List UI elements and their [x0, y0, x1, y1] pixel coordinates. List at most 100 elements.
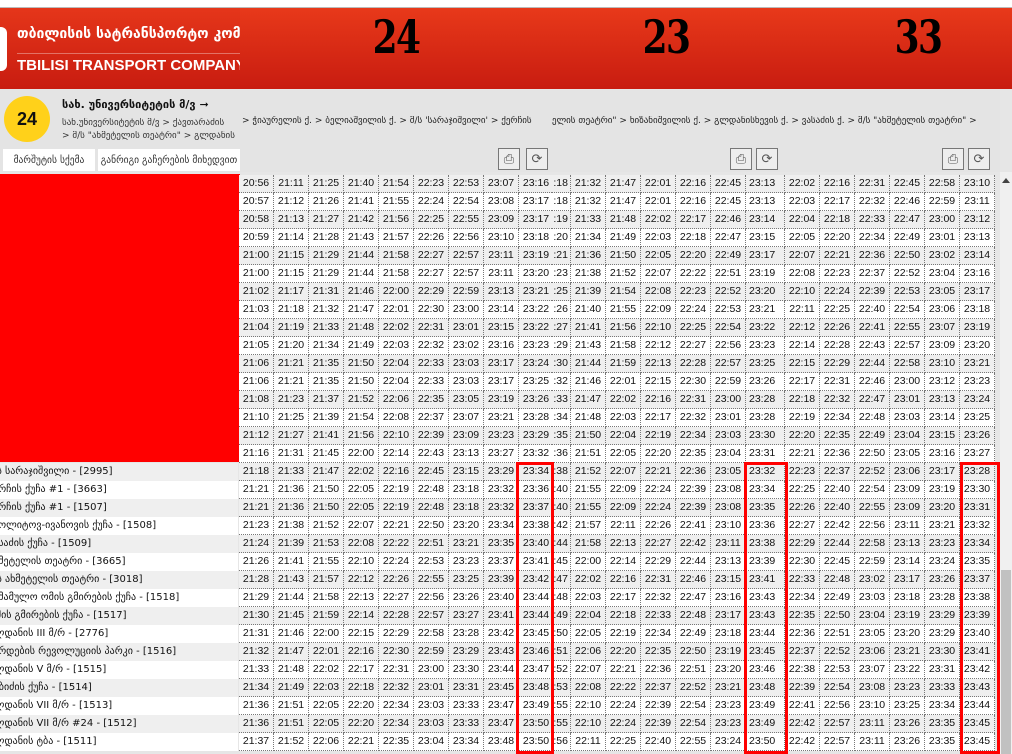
company-logo[interactable] [0, 8, 240, 89]
refresh-icon[interactable]: ⟳ [756, 148, 778, 170]
departure-time-cell: 23:18 [449, 499, 484, 517]
departure-time-cell: 23:06 [855, 643, 890, 661]
refresh-icon[interactable]: ⟳ [968, 148, 990, 170]
departure-time-cell: :19 [552, 211, 571, 229]
departure-time-cell: 21:36 [274, 481, 309, 499]
printer-icon[interactable]: ⎙ [730, 148, 752, 170]
departure-time-cell: 22:56 [820, 697, 855, 715]
stop-name[interactable]: ვასაძის ქუჩა - [1509] [0, 535, 238, 553]
tab-schedule-by-stop[interactable]: განრიგი გაჩერების მიხედვით [98, 149, 240, 171]
departure-time-cell: 22:59 [711, 373, 746, 391]
departure-time-cell: 21:28 [239, 571, 274, 589]
departure-time-cell: 21:50 [344, 373, 379, 391]
departure-time-cell: 23:34 [484, 517, 519, 535]
departure-time-cell: 21:34 [571, 229, 606, 247]
departure-time-cell: 23:36 [746, 517, 785, 535]
departure-time-cell: 23:36 [519, 481, 554, 499]
scrollbar[interactable] [1000, 172, 1012, 754]
departure-time-cell: 22:35 [414, 391, 449, 409]
departure-time-cell: 22:53 [449, 175, 484, 193]
departure-time-cell: 23:09 [890, 481, 925, 499]
departure-time-cell: 23:23 [711, 715, 746, 733]
departure-time-cell: 22:09 [606, 481, 641, 499]
tab-route-scheme[interactable]: მარშუტის სქემა [3, 149, 95, 171]
departure-time-cell: 22:05 [344, 499, 379, 517]
stop-name[interactable]: ომის გმირების ქუჩა - [1517] [0, 607, 238, 625]
departure-time-cell: 23:28 [449, 625, 484, 643]
stop-name[interactable]: გლდანის V მ/რ - [1515] [0, 661, 238, 679]
departure-time-cell: 21:46 [274, 625, 309, 643]
printer-icon[interactable]: ⎙ [942, 148, 964, 170]
departure-time-cell: 22:20 [344, 715, 379, 733]
stop-name[interactable]: ცაბიძის ქუჩა - [1514] [0, 679, 238, 697]
stop-name[interactable]: ქერჩის ქუჩა #1 - [3663] [0, 481, 238, 499]
departure-time-cell: 23:11 [711, 535, 746, 553]
stop-name[interactable]: ქერჩის ქუჩა #1 - [1507] [0, 499, 238, 517]
departure-time-cell: :27 [552, 319, 571, 337]
departure-time-cell: 22:36 [676, 463, 711, 481]
departure-time-cell: 21:14 [274, 229, 309, 247]
stop-name[interactable]: იპოლიტოვ-ივანოვის ქუჩა - [1508] [0, 517, 238, 535]
departure-time-cell: 22:16 [606, 571, 641, 589]
departure-time-cell: 21:21 [274, 355, 309, 373]
highlight-last-trip-23 [744, 462, 788, 754]
departure-time-cell: 23:28 [746, 409, 785, 427]
departure-time-cell: 22:03 [379, 337, 414, 355]
departure-time-cell: 21:39 [274, 535, 309, 553]
scroll-up-arrow-icon[interactable] [1002, 178, 1010, 183]
departure-time-cell: 21:02 [239, 283, 274, 301]
departure-time-cell: 22:52 [890, 265, 925, 283]
departure-time-cell: :33 [552, 391, 571, 409]
stop-name[interactable]: ვარდების რევოლუციის პარკი - [1516] [0, 643, 238, 661]
departure-time-cell: 21:50 [309, 499, 344, 517]
departure-time-cell: :55 [552, 697, 571, 715]
departure-time-cell: 23:47 [484, 697, 519, 715]
stop-name[interactable]: მ/ს ახმეტელის თეატრი - [3018] [0, 571, 238, 589]
departure-time-cell: 23:16 [711, 589, 746, 607]
departure-time-cell: 22:12 [344, 571, 379, 589]
stop-name[interactable]: სამამულო ომის გმირების ქუჩა - [1518] [0, 589, 238, 607]
departure-time-cell: 22:24 [414, 193, 449, 211]
departure-time-cell: 23:26 [925, 571, 960, 589]
departure-time-cell: 22:06 [379, 391, 414, 409]
departure-time-cell: 22:24 [641, 481, 676, 499]
scrollbar-thumb[interactable] [1001, 570, 1011, 754]
departure-time-cell: 22:40 [820, 499, 855, 517]
departure-time-cell: 23:20 [960, 337, 995, 355]
departure-time-cell: 21:57 [379, 229, 414, 247]
departure-time-cell: 23:30 [960, 481, 995, 499]
departure-time-cell: 22:08 [785, 265, 820, 283]
departure-time-cell: 22:34 [379, 697, 414, 715]
departure-time-cell: 23:17 [484, 355, 519, 373]
departure-time-cell: 23:05 [855, 625, 890, 643]
stop-name[interactable]: გლდანის VII მ/რ #24 - [1512] [0, 715, 238, 733]
departure-time-cell: 23:11 [960, 193, 995, 211]
departure-time-cell: 22:26 [641, 517, 676, 535]
departure-time-cell: 22:43 [855, 337, 890, 355]
departure-time-cell: 22:02 [379, 319, 414, 337]
departure-time-cell: 23:26 [519, 391, 554, 409]
departure-time-cell: 22:04 [571, 607, 606, 625]
departure-time-cell: :56 [552, 733, 571, 751]
departure-time-cell: 22:05 [785, 229, 820, 247]
departure-time-cell: 21:48 [344, 319, 379, 337]
printer-icon[interactable]: ⎙ [498, 148, 520, 170]
departure-time-cell: 21:35 [309, 373, 344, 391]
departure-time-cell: 21:39 [571, 283, 606, 301]
stop-name[interactable]: გლდანის III მ/რ - [2776] [0, 625, 238, 643]
refresh-icon[interactable]: ⟳ [526, 148, 548, 170]
stop-name[interactable]: გლდანის ტბა - [1511] [0, 733, 238, 751]
departure-time-cell: 23:48 [519, 679, 554, 697]
departure-time-cell: 23:01 [925, 229, 960, 247]
departure-time-cell: 22:05 [344, 481, 379, 499]
route-badge: 24 [4, 96, 50, 142]
departure-time-cell: 23:41 [960, 643, 995, 661]
departure-time-cell: 20:58 [239, 211, 274, 229]
stop-name[interactable]: გლდანის VII მ/რ - [1513] [0, 697, 238, 715]
departure-time-cell: 23:41 [519, 553, 554, 571]
departure-time-cell: 22:37 [820, 463, 855, 481]
departure-time-cell: 22:21 [379, 517, 414, 535]
stop-name[interactable]: ახმეტელის თეატრი - [3665] [0, 553, 238, 571]
stop-name[interactable]: მ/ს სარაჯიშვილი - [2995] [0, 463, 238, 481]
departure-time-cell: 23:13 [449, 445, 484, 463]
